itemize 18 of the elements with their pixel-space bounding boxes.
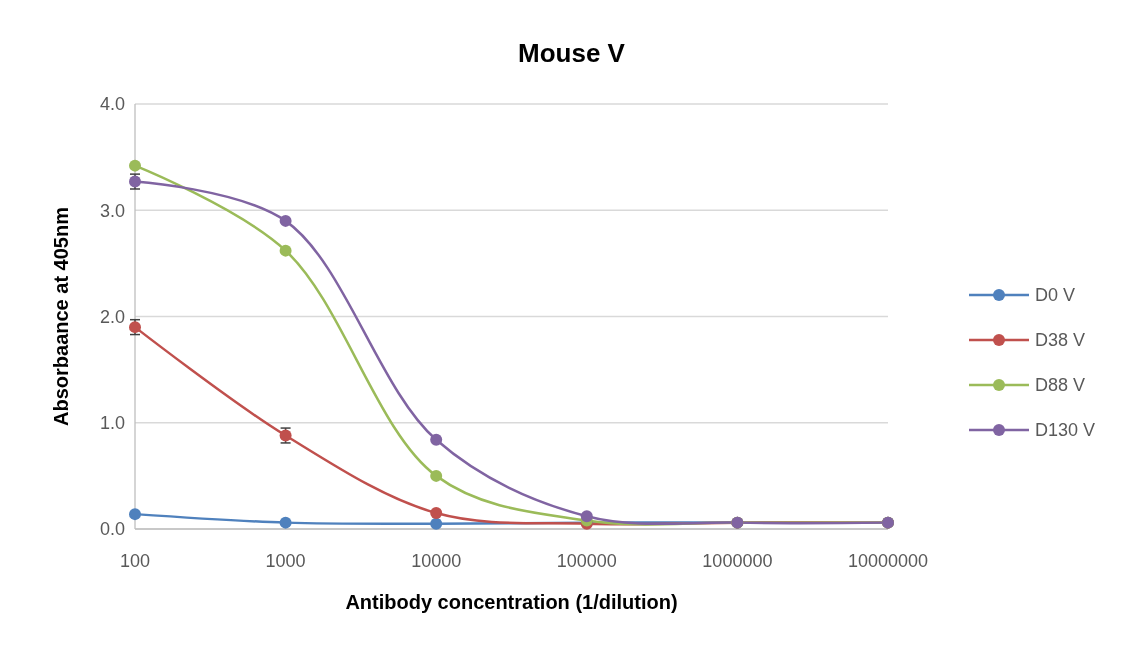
x-tick-label: 1000000 [702,551,773,571]
y-axis-title: Absorbaance at 405nm [50,207,72,426]
y-tick-label: 2.0 [99,306,125,327]
x-axis-title: Antibody concentration (1/dilution) [345,591,678,613]
y-tick-label: 4.0 [99,94,125,115]
legend-label: D38 V [1035,330,1086,351]
x-tick-label: 100000 [556,551,617,571]
y-tick-label: 3.0 [99,200,125,221]
legend-label: D130 V [1035,420,1096,441]
x-tick-label: 10000 [411,551,462,571]
y-tick-label: 1.0 [99,413,125,434]
legend-label: D88 V [1035,375,1086,396]
x-tick-label: 100 [119,551,151,571]
y-tick-label: 0.0 [99,519,125,540]
x-tick-label: 1000 [265,551,306,571]
chart-title: Mouse V [518,38,626,68]
x-tick-label: 10000000 [847,551,929,571]
legend-label: D0 V [1035,285,1076,306]
